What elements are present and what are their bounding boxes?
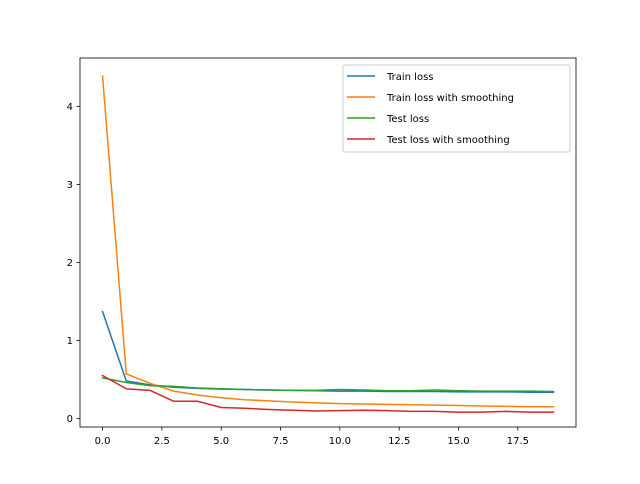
legend: Train loss Train loss with smoothing Test … <box>342 64 571 153</box>
x-tick-label: 10.0 <box>329 436 351 447</box>
x-tick-label: 17.5 <box>507 436 529 447</box>
axes-frame <box>79 57 577 428</box>
plot-area <box>101 75 555 413</box>
y-tick-label: 2 <box>67 258 73 269</box>
legend-box <box>342 64 571 153</box>
series-line-2 <box>101 75 555 408</box>
x-tick-label: 0.0 <box>95 436 111 447</box>
series-line-3 <box>101 376 555 393</box>
x-tick-label: 12.5 <box>388 436 410 447</box>
y-tick-label: 3 <box>67 180 73 191</box>
series-line-4 <box>101 374 555 413</box>
y-tick-label: 4 <box>67 102 73 113</box>
x-tick-label: 15.0 <box>447 436 469 447</box>
axes: 0.0 2.5 5.0 7.5 10.0 12.5 15.0 17.5 0 1 2 3 4 <box>67 57 577 447</box>
x-tick-label: 5.0 <box>213 436 229 447</box>
legend-label-1: Train loss <box>386 72 434 83</box>
x-tick-label: 7.5 <box>273 436 289 447</box>
x-tick-label: 2.5 <box>154 436 170 447</box>
legend-label-2: Train loss with smoothing <box>386 93 514 104</box>
legend-label-4: Test loss with smoothing <box>386 135 510 146</box>
y-tick-label: 0 <box>67 414 73 425</box>
legend-label-3: Test loss <box>386 114 429 125</box>
y-tick-label: 1 <box>67 336 73 347</box>
